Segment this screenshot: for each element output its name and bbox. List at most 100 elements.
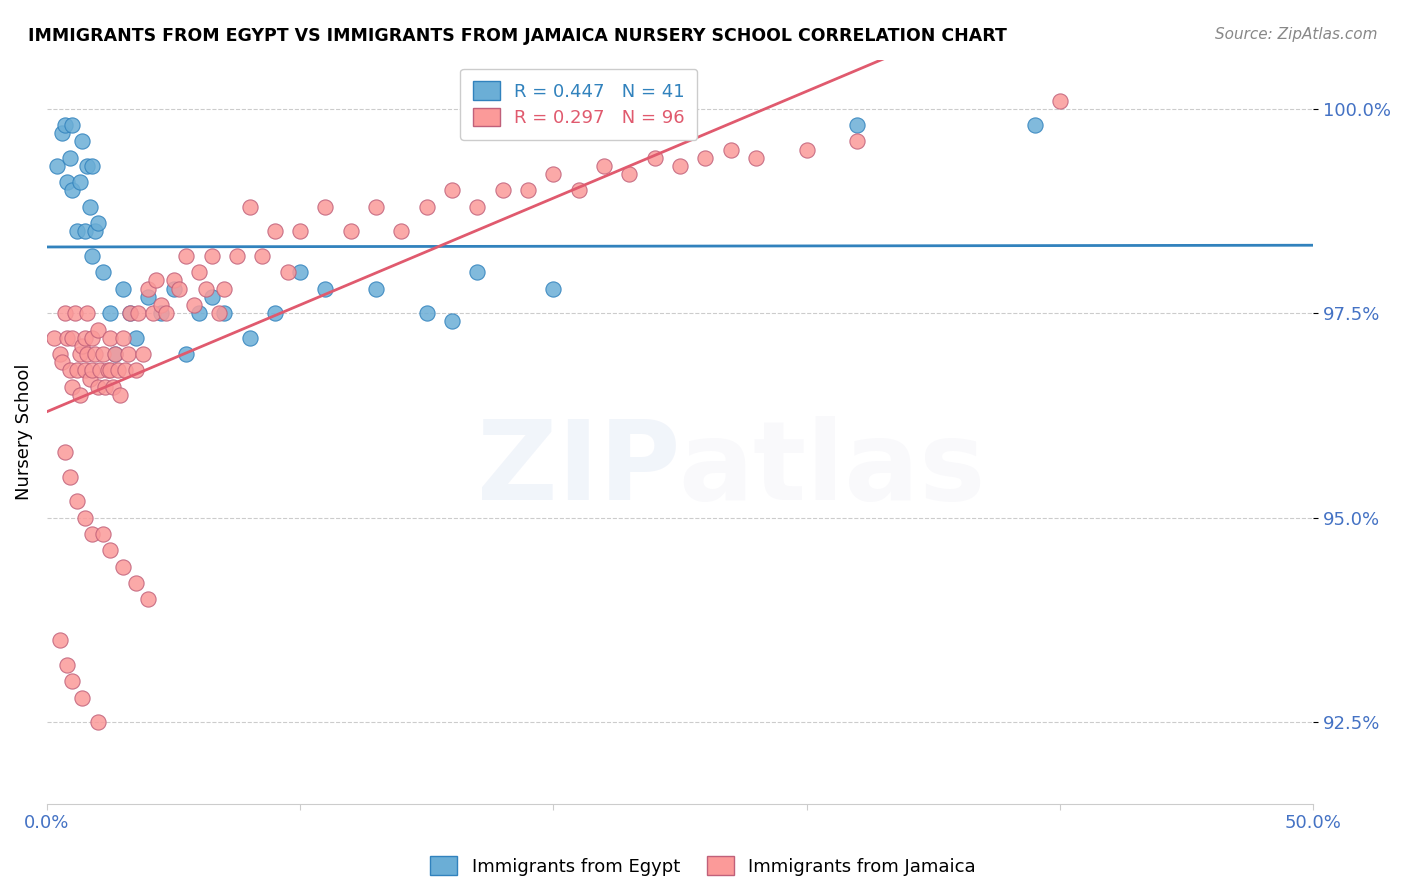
Point: [720, 143, 742, 157]
Point: [48, 633, 70, 648]
Point: [276, 265, 298, 279]
Point: [63, 306, 86, 320]
Point: [44, 331, 66, 345]
Point: [366, 200, 388, 214]
Point: [136, 592, 159, 607]
Point: [162, 273, 184, 287]
Point: [82, 331, 104, 345]
Point: [53, 306, 76, 320]
Point: [53, 445, 76, 459]
Point: [162, 282, 184, 296]
Point: [288, 224, 311, 238]
Point: [644, 151, 666, 165]
Point: [124, 363, 146, 377]
Point: [366, 282, 388, 296]
Point: [200, 290, 222, 304]
Point: [66, 494, 89, 508]
Point: [101, 380, 124, 394]
Point: [91, 527, 114, 541]
Point: [467, 265, 489, 279]
Point: [568, 184, 591, 198]
Y-axis label: Nursery School: Nursery School: [15, 364, 32, 500]
Point: [98, 306, 121, 320]
Point: [51, 355, 73, 369]
Point: [124, 331, 146, 345]
Point: [517, 184, 540, 198]
Point: [56, 657, 79, 672]
Point: [695, 151, 717, 165]
Text: IMMIGRANTS FROM EGYPT VS IMMIGRANTS FROM JAMAICA NURSERY SCHOOL CORRELATION CHAR: IMMIGRANTS FROM EGYPT VS IMMIGRANTS FROM…: [28, 27, 1007, 45]
Point: [200, 249, 222, 263]
Point: [79, 371, 101, 385]
Point: [315, 282, 337, 296]
Point: [48, 347, 70, 361]
Point: [60, 331, 83, 345]
Point: [84, 224, 107, 238]
Point: [59, 363, 82, 377]
Point: [84, 347, 107, 361]
Point: [86, 380, 108, 394]
Point: [69, 388, 91, 402]
Point: [183, 298, 205, 312]
Point: [127, 306, 149, 320]
Point: [82, 159, 104, 173]
Point: [110, 388, 132, 402]
Point: [72, 135, 94, 149]
Point: [98, 543, 121, 558]
Point: [73, 331, 96, 345]
Point: [416, 306, 439, 320]
Point: [73, 224, 96, 238]
Point: [593, 159, 616, 173]
Point: [72, 339, 94, 353]
Point: [288, 265, 311, 279]
Point: [82, 249, 104, 263]
Point: [56, 331, 79, 345]
Point: [91, 347, 114, 361]
Point: [263, 224, 285, 238]
Point: [82, 527, 104, 541]
Point: [97, 363, 120, 377]
Point: [212, 282, 235, 296]
Point: [107, 363, 129, 377]
Point: [225, 249, 247, 263]
Point: [98, 331, 121, 345]
Point: [111, 331, 134, 345]
Point: [187, 306, 209, 320]
Legend: R = 0.447   N = 41, R = 0.297   N = 96: R = 0.447 N = 41, R = 0.297 N = 96: [460, 69, 697, 140]
Point: [619, 167, 641, 181]
Point: [212, 306, 235, 320]
Point: [155, 306, 177, 320]
Point: [846, 118, 869, 132]
Point: [174, 347, 197, 361]
Point: [60, 118, 83, 132]
Point: [86, 216, 108, 230]
Point: [124, 576, 146, 591]
Point: [111, 282, 134, 296]
Point: [76, 347, 98, 361]
Point: [315, 200, 337, 214]
Point: [1024, 118, 1046, 132]
Point: [98, 363, 121, 377]
Point: [136, 290, 159, 304]
Point: [441, 314, 464, 328]
Point: [73, 510, 96, 524]
Point: [132, 347, 155, 361]
Point: [66, 224, 89, 238]
Point: [195, 282, 218, 296]
Point: [250, 249, 273, 263]
Point: [142, 306, 165, 320]
Point: [104, 347, 127, 361]
Point: [56, 175, 79, 189]
Point: [120, 306, 142, 320]
Point: [86, 715, 108, 730]
Point: [238, 200, 260, 214]
Point: [120, 306, 142, 320]
Point: [416, 200, 439, 214]
Point: [72, 690, 94, 705]
Point: [76, 159, 98, 173]
Point: [846, 135, 869, 149]
Point: [149, 298, 172, 312]
Point: [136, 282, 159, 296]
Point: [79, 200, 101, 214]
Point: [69, 347, 91, 361]
